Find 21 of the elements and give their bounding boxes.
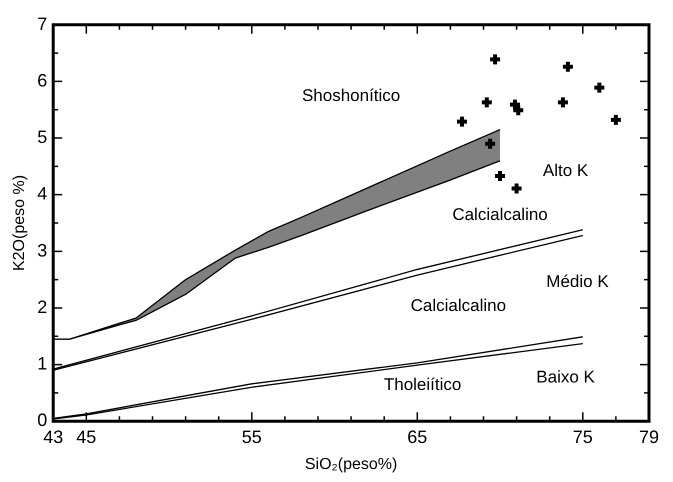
x-tick-label: 79 [638, 426, 660, 447]
x-axis-title: SiO₂(peso%) [304, 456, 398, 473]
y-tick-label: 5 [37, 127, 48, 148]
annotation: Baixo K [536, 367, 596, 386]
annotation: Calcialcalino [410, 296, 506, 315]
y-tick-label: 7 [37, 14, 48, 34]
annotation: Calcialcalino [452, 204, 548, 224]
annotation: Alto K [542, 161, 589, 180]
y-axis-title: K2O(peso %) [11, 174, 28, 272]
x-tick-label: 75 [572, 426, 593, 447]
x-tick-label: 55 [242, 426, 262, 447]
annotation: Tholeiítico [384, 375, 462, 394]
y-tick-label: 2 [37, 296, 48, 317]
x-tick-label: 65 [407, 426, 428, 447]
y-tick-label: 4 [37, 184, 48, 204]
y-tick-label: 6 [37, 70, 48, 90]
annotation: Médio K [546, 272, 610, 292]
x-tick-label: 45 [76, 426, 96, 447]
y-tick-label: 1 [37, 354, 48, 374]
annotation: Shoshonítico [302, 86, 400, 105]
y-tick-label: 3 [37, 240, 48, 260]
